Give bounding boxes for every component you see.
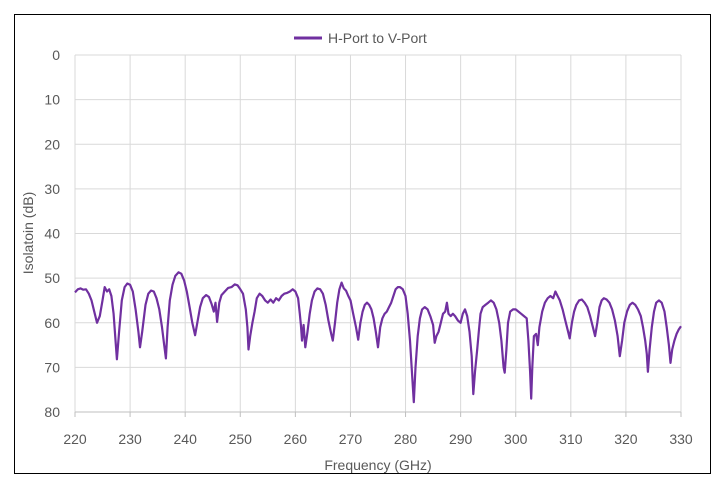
- y-tick-label: 70: [44, 359, 60, 375]
- x-tick-label: 280: [394, 431, 418, 447]
- x-tick-labels: 220 230 240 250 260 270 280 290 300 310 320 330: [63, 431, 693, 447]
- x-tick-label: 240: [174, 431, 198, 447]
- x-tick-label: 300: [504, 431, 528, 447]
- x-tick-label: 250: [229, 431, 253, 447]
- x-tick-label: 260: [284, 431, 308, 447]
- x-tick-label: 290: [449, 431, 473, 447]
- y-tick-label: 50: [44, 270, 60, 286]
- x-tick-label: 320: [614, 431, 638, 447]
- y-tick-label: 60: [44, 315, 60, 331]
- y-axis-title: Isolatoin (dB): [20, 192, 36, 274]
- x-axis-title: Frequency (GHz): [324, 457, 431, 473]
- y-tick-label: 40: [44, 226, 60, 242]
- gridlines: [74, 54, 682, 417]
- plot-series: [74, 271, 682, 404]
- y-tick-label: 10: [44, 92, 60, 108]
- y-tick-label: 0: [52, 47, 60, 63]
- y-tick-label: 80: [44, 404, 60, 420]
- legend-label: H-Port to V-Port: [328, 30, 427, 46]
- x-tick-label: 230: [118, 431, 142, 447]
- legend: H-Port to V-Port: [294, 30, 427, 46]
- x-tick-label: 330: [669, 431, 693, 447]
- x-tick-label: 310: [559, 431, 583, 447]
- y-tick-labels: 0 10 20 30 40 50 60 70 80: [44, 47, 60, 420]
- y-tick-label: 20: [44, 136, 60, 152]
- series-line: [74, 271, 682, 404]
- x-tick-label: 270: [339, 431, 363, 447]
- y-tick-label: 30: [44, 181, 60, 197]
- x-tick-label: 220: [63, 431, 87, 447]
